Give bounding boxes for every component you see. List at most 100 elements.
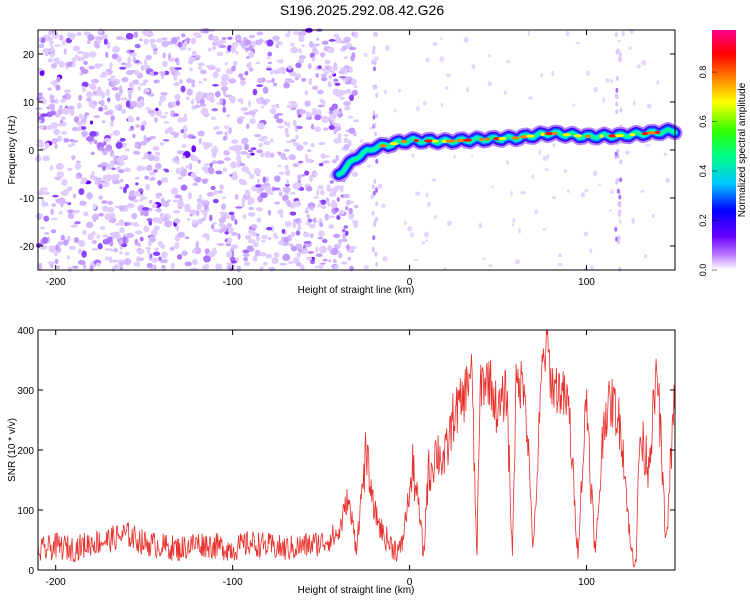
heatmap-cell <box>215 67 221 73</box>
heatmap-cell <box>298 35 305 43</box>
heatmap-cell <box>327 46 335 54</box>
heatmap-cell <box>617 211 621 217</box>
heatmap-cell <box>122 142 127 148</box>
heatmap-cell <box>196 202 203 211</box>
heatmap-cell <box>66 186 73 192</box>
heatmap-cell <box>153 52 158 55</box>
heatmap-cell <box>246 56 250 59</box>
heatmap-cell <box>191 50 197 56</box>
heatmap-cell <box>78 188 85 195</box>
heatmap-cell <box>83 263 87 269</box>
heatmap-cell <box>153 79 158 84</box>
heatmap-cell <box>157 217 163 225</box>
heatmap-cell <box>618 194 622 200</box>
heatmap-cell <box>221 203 226 211</box>
heatmap-cell <box>174 242 180 249</box>
heatmap-cell <box>514 259 521 265</box>
heatmap-cell <box>341 228 346 233</box>
heatmap-cell <box>277 67 281 75</box>
heatmap-cell <box>42 155 50 162</box>
heatmap-cell <box>372 66 376 72</box>
heatmap-cell <box>143 38 149 45</box>
heatmap-cell <box>233 60 238 67</box>
heatmap-cell <box>55 111 59 117</box>
heatmap-cell <box>308 41 314 48</box>
heatmap-cell <box>192 182 198 187</box>
heatmap-cell <box>332 158 337 164</box>
ridge-peak <box>647 131 657 135</box>
heatmap-cell <box>236 265 242 273</box>
heatmap-cell <box>103 104 109 111</box>
heatmap-cell <box>142 79 149 84</box>
heatmap-cell <box>268 237 272 241</box>
heatmap-cell <box>201 178 208 184</box>
snr-y-label: SNR (10 * v/v) <box>7 418 18 482</box>
heatmap-cell <box>159 95 166 102</box>
heatmap-cell <box>431 178 437 182</box>
heatmap-cell <box>373 221 377 227</box>
heatmap-cell <box>124 62 132 68</box>
heatmap-cell <box>235 150 242 156</box>
heatmap-cell <box>118 85 123 92</box>
heatmap-cell <box>135 124 141 128</box>
heatmap-cell <box>188 56 196 61</box>
heatmap-cell <box>224 157 231 162</box>
heatmap-cell <box>425 239 428 242</box>
heatmap-cell <box>142 29 150 37</box>
heatmap-cell <box>53 44 62 47</box>
y-tick-label: 0 <box>28 566 34 577</box>
y-tick-label: 100 <box>17 506 34 517</box>
heatmap-cell <box>256 84 264 88</box>
heatmap-cell <box>54 143 58 149</box>
ridge-peak <box>479 137 484 141</box>
heatmap-cell <box>293 219 300 222</box>
heatmap-cell <box>187 191 193 200</box>
heatmap-cell <box>305 221 312 226</box>
heatmap-cell <box>271 36 280 40</box>
heatmap-cell <box>240 151 249 155</box>
heatmap-cell <box>465 86 470 93</box>
heatmap-cell <box>55 244 59 252</box>
heatmap-cell <box>338 252 343 259</box>
heatmap-cell <box>281 229 286 234</box>
heatmap-cell <box>206 192 213 197</box>
heatmap-cell <box>87 34 95 41</box>
heatmap-cell <box>105 144 113 152</box>
heatmap-cell <box>190 154 196 161</box>
heatmap-cell <box>91 239 97 245</box>
heatmap-cell <box>337 132 342 139</box>
heatmap-cell <box>161 201 170 208</box>
heatmap-cell <box>615 94 619 100</box>
heatmap-cell <box>290 231 296 238</box>
heatmap-cell <box>155 195 161 200</box>
heatmap-cell <box>290 191 296 195</box>
x-tick-label: 100 <box>578 277 595 288</box>
heatmap-cell <box>231 232 238 236</box>
heatmap-cell <box>248 34 256 39</box>
heatmap-cell <box>72 193 77 199</box>
snr-x-label: Height of straight line (km) <box>298 585 415 596</box>
heatmap-cell <box>246 170 251 175</box>
heatmap-cell <box>328 224 334 230</box>
heatmap-cell <box>248 206 254 211</box>
heatmap-cell <box>286 199 292 207</box>
heatmap-cell <box>136 116 140 121</box>
heatmap-cell <box>222 136 227 141</box>
heatmap-cell <box>227 227 234 234</box>
heatmap-cell <box>76 32 82 36</box>
heatmap-cell <box>44 232 50 235</box>
heatmap-cell <box>566 189 571 193</box>
heatmap-cell <box>463 36 469 43</box>
heatmap-cell <box>222 88 227 96</box>
heatmap-cell <box>133 261 139 267</box>
heatmap-cell <box>310 143 315 148</box>
heatmap-cell <box>295 62 302 69</box>
heatmap-cell <box>86 192 93 200</box>
heatmap-cell <box>487 81 492 87</box>
heatmap-cell <box>115 36 124 40</box>
heatmap-cell <box>59 104 63 110</box>
heatmap-cell <box>199 69 207 75</box>
heatmap-cell <box>212 35 220 44</box>
heatmap-cell <box>186 218 190 221</box>
heatmap-cell <box>371 59 375 65</box>
